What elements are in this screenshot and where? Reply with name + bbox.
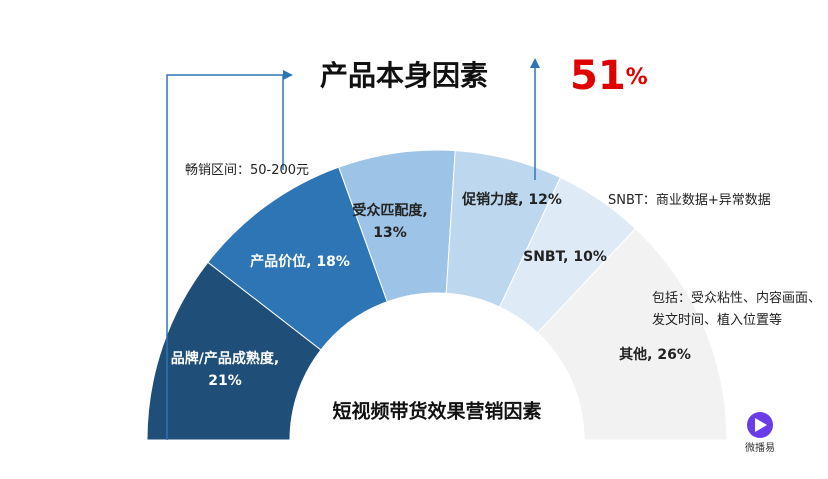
logo: 微播易 <box>745 412 775 454</box>
logo-text: 微播易 <box>745 441 775 454</box>
segment <box>536 227 728 441</box>
data-label: 产品价位, 18% <box>250 254 350 270</box>
data-label: 受众匹配度, 13% <box>352 203 428 241</box>
data-label: 促销力度, 12% <box>462 192 562 208</box>
highlight-value: 51% <box>570 53 648 99</box>
logo-icon <box>755 418 767 432</box>
bracket-line <box>166 74 285 440</box>
annotation: SNBT：商业数据+异常数据 <box>608 193 771 208</box>
arrow <box>283 70 293 80</box>
chart-title: 产品本身因素 <box>320 59 488 92</box>
bracket <box>166 65 536 440</box>
annotation: 畅销区间：50-200元 <box>185 163 310 178</box>
data-label: 其他, 26% <box>619 347 691 363</box>
highlight-unit: % <box>626 65 648 90</box>
annotation: 包括：受众粘性、内容画面、发文时间、植入位置等 <box>652 291 822 328</box>
center-text: 短视频带货效果营销因素 <box>332 400 541 423</box>
arrow <box>530 58 540 68</box>
data-label: SNBT, 10% <box>523 249 607 265</box>
highlight-number: 51 <box>570 53 626 99</box>
data-label: 品牌/产品成熟度, 21% <box>170 351 280 389</box>
